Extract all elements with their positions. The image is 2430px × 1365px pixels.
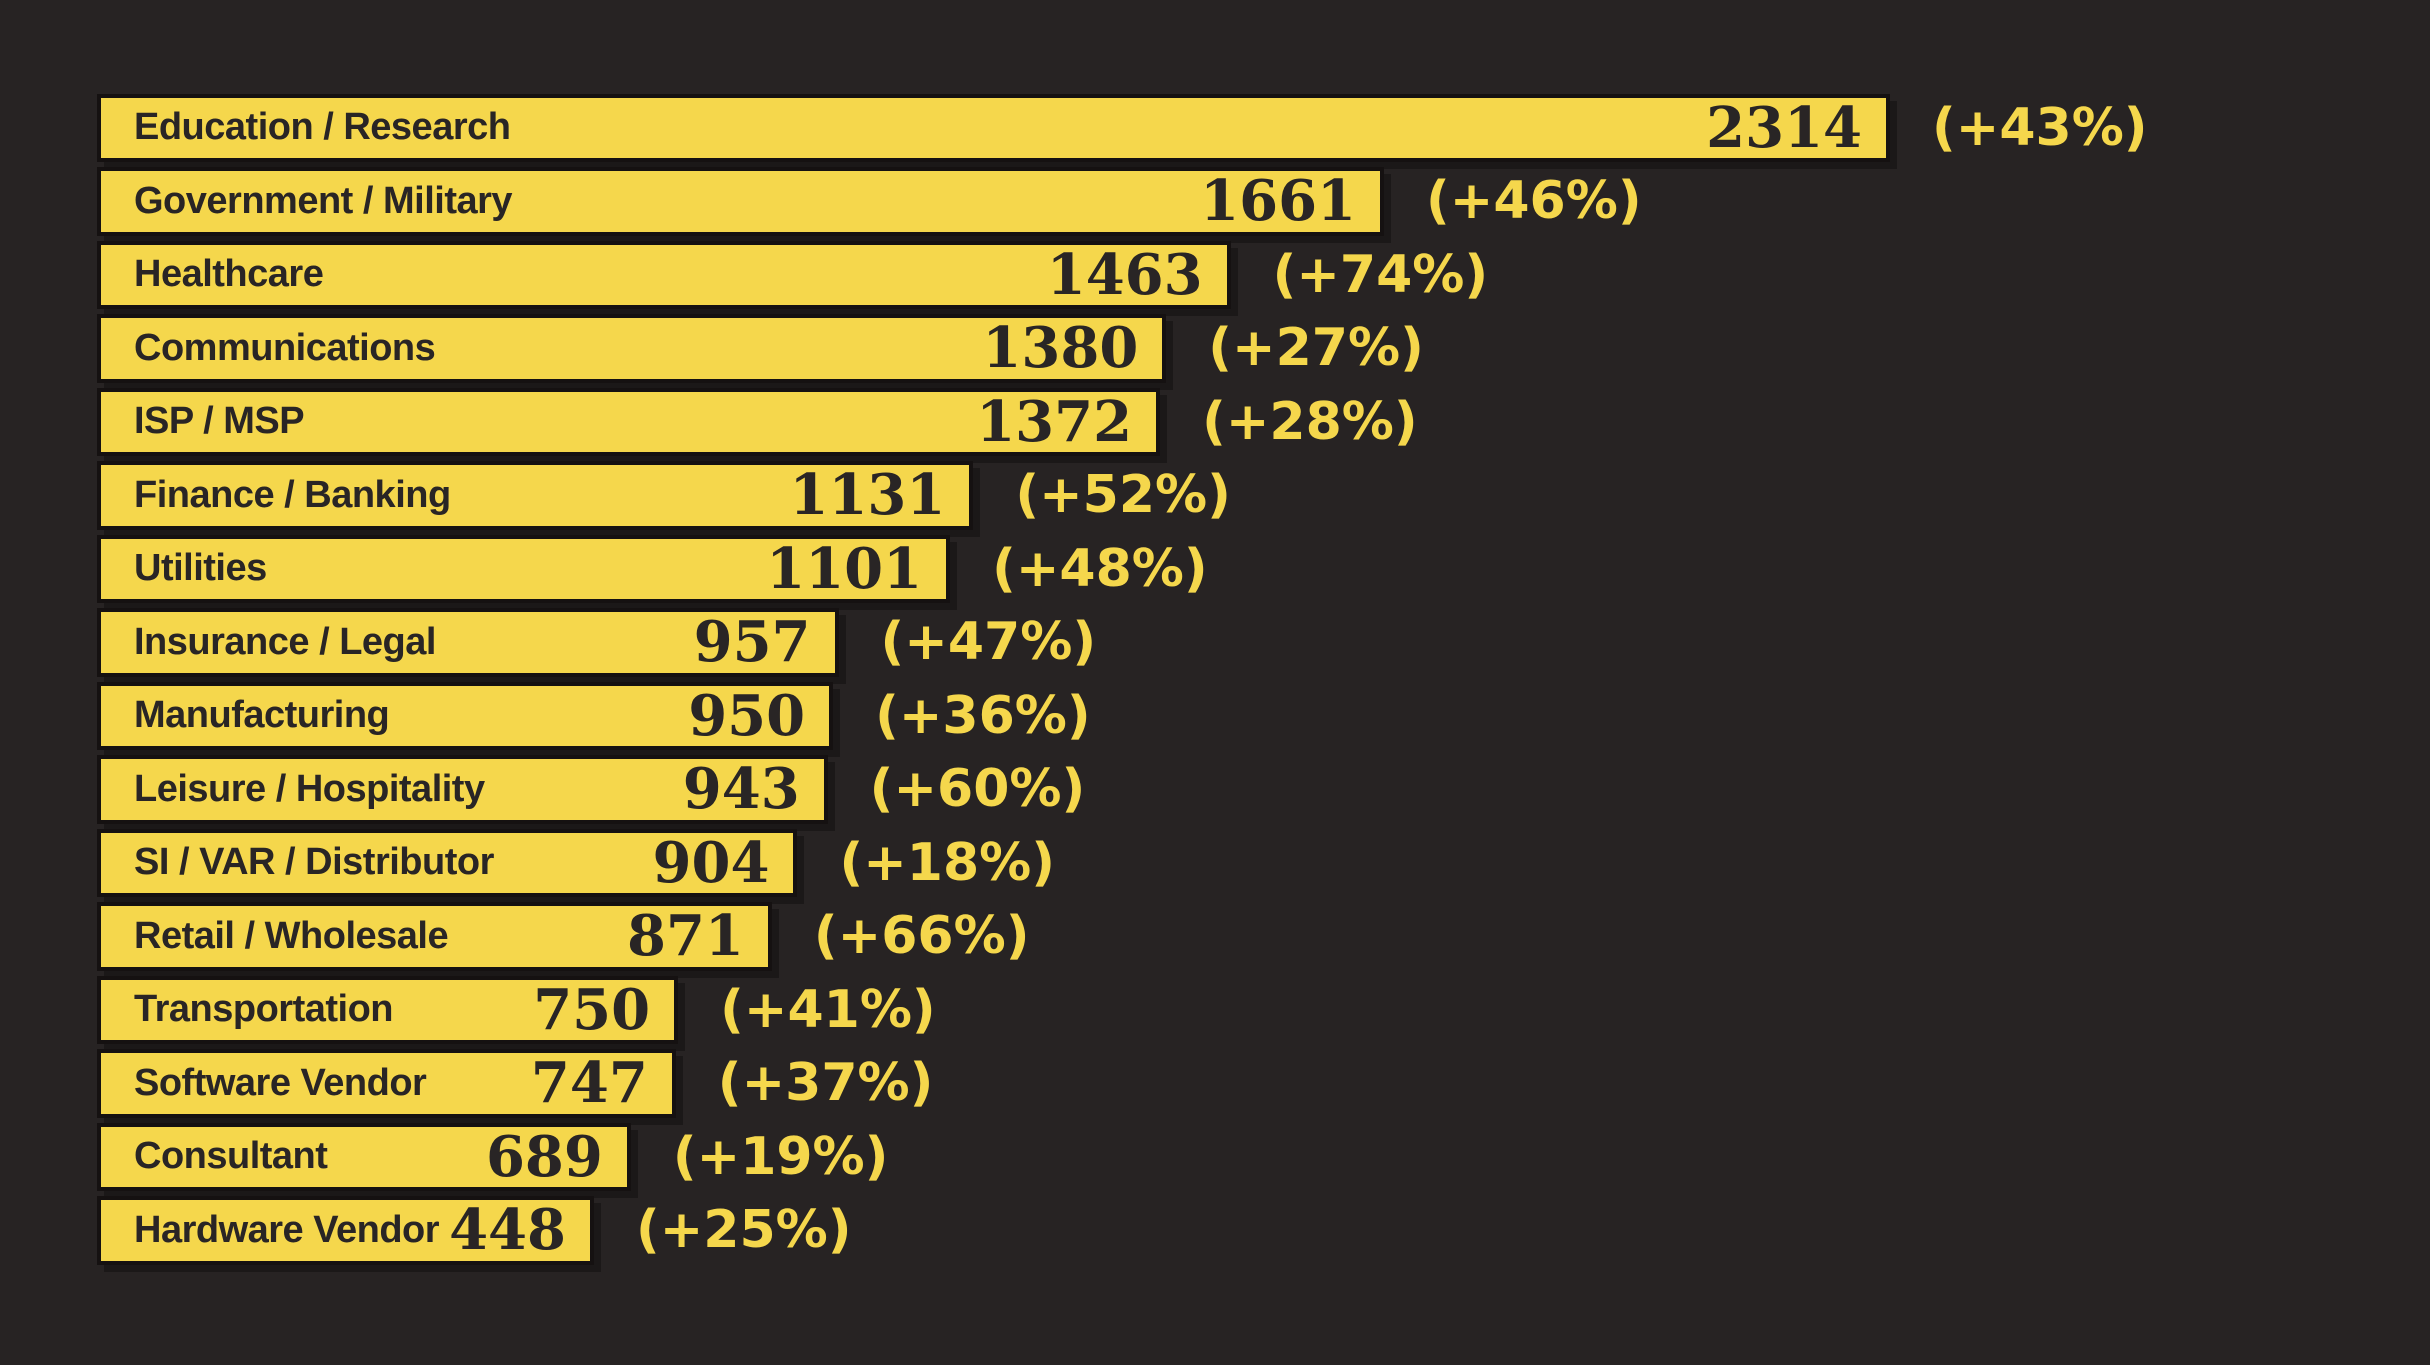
bar-change-label: (+18%) — [839, 832, 1056, 893]
bar-value: 950 — [688, 682, 806, 749]
bar-row: Healthcare 1463 (+74%) — [97, 238, 2148, 312]
bar-label: Insurance / Legal — [134, 620, 436, 663]
bar: SI / VAR / Distributor 904 — [97, 828, 798, 897]
bar-label: Transportation — [134, 988, 394, 1031]
bar-row: Consultant 689 (+19%) — [97, 1120, 2148, 1194]
bar-value: 1372 — [976, 388, 1133, 455]
bar-value: 747 — [530, 1050, 648, 1117]
bar-label: ISP / MSP — [134, 400, 305, 443]
bar-value: 943 — [682, 756, 800, 823]
bar-change-label: (+41%) — [720, 979, 936, 1040]
bar-change-label: (+25%) — [635, 1200, 852, 1261]
bar-row: Government / Military 1661 (+46%) — [97, 165, 2148, 239]
bar-change-label: (+19%) — [672, 1126, 889, 1187]
bar-value: 2314 — [1706, 94, 1862, 161]
bar-row: ISP / MSP 1372 (+28%) — [97, 385, 2148, 459]
bar-change-label: (+60%) — [869, 759, 1086, 820]
bar-label: Education / Research — [134, 106, 511, 149]
bar-change-label: (+43%) — [1932, 97, 2148, 158]
bar: Insurance / Legal 957 — [97, 608, 839, 677]
bar-change-label: (+27%) — [1208, 318, 1424, 379]
bar-row: SI / VAR / Distributor 904 (+18%) — [97, 826, 2148, 900]
bar-value: 1463 — [1046, 241, 1203, 308]
bar-value: 750 — [533, 976, 651, 1043]
bar: Hardware Vendor 448 — [97, 1196, 594, 1265]
bar-change-label: (+66%) — [813, 906, 1030, 967]
bar-row: Retail / Wholesale 871 (+66%) — [97, 900, 2148, 974]
bar-value: 1380 — [982, 315, 1139, 382]
bar-row: Communications 1380 (+27%) — [97, 312, 2148, 386]
bar-value: 1661 — [1200, 168, 1357, 235]
bar-change-label: (+48%) — [992, 538, 1208, 599]
bar: ISP / MSP 1372 — [97, 387, 1161, 456]
bar-value: 689 — [485, 1123, 603, 1190]
bar-label: Healthcare — [134, 253, 324, 296]
bar-row: Finance / Banking 1131 (+52%) — [97, 459, 2148, 533]
bar-row: Manufacturing 950 (+36%) — [97, 679, 2148, 753]
bar: Software Vendor 747 — [97, 1049, 676, 1118]
bar-change-label: (+52%) — [1015, 465, 1231, 526]
bar-row: Insurance / Legal 957 (+47%) — [97, 606, 2148, 680]
bar-label: Hardware Vendor — [134, 1208, 440, 1251]
bar-value: 871 — [626, 903, 744, 970]
bar-label: Communications — [134, 326, 436, 369]
bar-label: Consultant — [134, 1135, 328, 1178]
bar-change-label: (+74%) — [1272, 244, 1489, 305]
bar: Healthcare 1463 — [97, 240, 1231, 309]
bar-row: Leisure / Hospitality 943 (+60%) — [97, 753, 2148, 827]
bar-row: Education / Research 2314 (+43%) — [97, 91, 2148, 165]
bar-value: 957 — [693, 609, 811, 676]
bar-row: Software Vendor 747 (+37%) — [97, 1047, 2148, 1121]
bar-change-label: (+47%) — [880, 612, 1097, 673]
bar-label: Leisure / Hospitality — [134, 767, 485, 810]
bar-label: Finance / Banking — [134, 473, 451, 516]
bar-row: Utilities 1101 (+48%) — [97, 532, 2148, 606]
bar: Communications 1380 — [97, 314, 1167, 383]
bar: Manufacturing 950 — [97, 681, 834, 750]
bar-value: 904 — [652, 829, 770, 896]
bar-label: Software Vendor — [134, 1061, 427, 1104]
bar-change-label: (+46%) — [1426, 171, 1642, 232]
bar-change-label: (+37%) — [717, 1053, 934, 1114]
bar-label: SI / VAR / Distributor — [134, 841, 494, 884]
bar-label: Retail / Wholesale — [134, 914, 449, 957]
bar: Government / Military 1661 — [97, 167, 1385, 236]
bar: Leisure / Hospitality 943 — [97, 755, 828, 824]
bar: Transportation 750 — [97, 975, 679, 1044]
bar-label: Utilities — [134, 547, 267, 590]
bar-value: 1131 — [789, 462, 946, 529]
bar-change-label: (+28%) — [1202, 391, 1418, 452]
bar: Utilities 1101 — [97, 534, 951, 603]
bar: Finance / Banking 1131 — [97, 461, 974, 530]
bar-row: Hardware Vendor 448 (+25%) — [97, 1194, 2148, 1268]
bar-change-label: (+36%) — [875, 685, 1091, 746]
bar-row: Transportation 750 (+41%) — [97, 973, 2148, 1047]
bar-value: 448 — [449, 1197, 566, 1264]
bar: Education / Research 2314 — [97, 93, 1890, 162]
bar-value: 1101 — [766, 535, 923, 602]
bar: Retail / Wholesale 871 — [97, 902, 772, 971]
industry-bar-chart: Education / Research 2314 (+43%) Government… — [97, 91, 2148, 1267]
bar: Consultant 689 — [97, 1122, 631, 1191]
bar-label: Government / Military — [134, 179, 513, 222]
bar-label: Manufacturing — [134, 694, 390, 737]
